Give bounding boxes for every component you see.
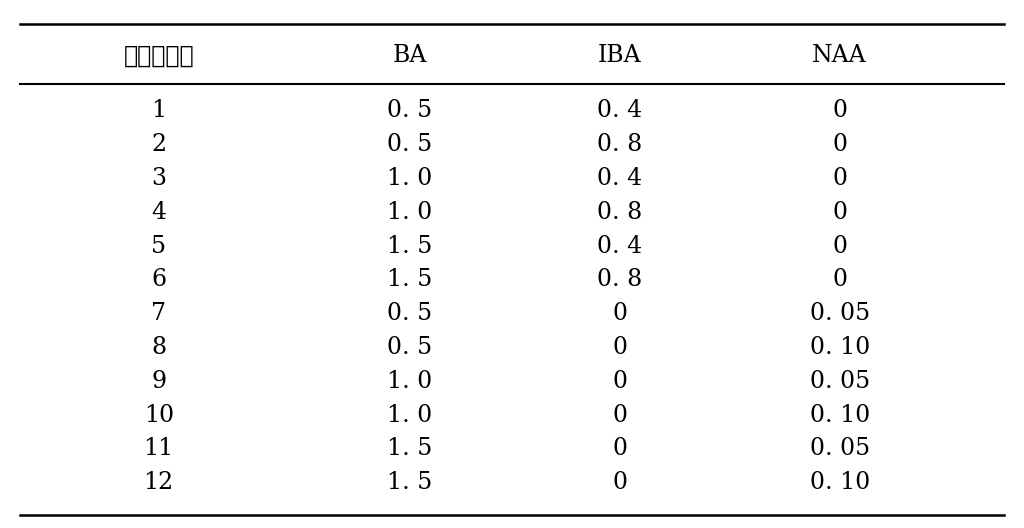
Text: 4: 4 [152, 201, 166, 224]
Text: 8: 8 [152, 336, 166, 359]
Text: 7: 7 [152, 302, 166, 325]
Text: 0: 0 [612, 336, 627, 359]
Text: 2: 2 [152, 133, 166, 156]
Text: 5: 5 [152, 234, 166, 258]
Text: 0: 0 [612, 302, 627, 325]
Text: 1: 1 [152, 99, 166, 122]
Text: 0. 8: 0. 8 [597, 201, 642, 224]
Text: 0. 5: 0. 5 [387, 99, 432, 122]
Text: 0. 4: 0. 4 [597, 99, 642, 122]
Text: 培养基编号: 培养基编号 [124, 43, 194, 68]
Text: 11: 11 [143, 437, 174, 460]
Text: 10: 10 [143, 403, 174, 427]
Text: 0. 8: 0. 8 [597, 268, 642, 291]
Text: 0: 0 [833, 133, 847, 156]
Text: 0: 0 [612, 370, 627, 393]
Text: 0. 10: 0. 10 [810, 336, 869, 359]
Text: 0: 0 [612, 471, 627, 494]
Text: 1. 0: 1. 0 [387, 403, 432, 427]
Text: 0. 5: 0. 5 [387, 133, 432, 156]
Text: 0. 10: 0. 10 [810, 471, 869, 494]
Text: 1. 5: 1. 5 [387, 437, 432, 460]
Text: 0. 8: 0. 8 [597, 133, 642, 156]
Text: 0. 5: 0. 5 [387, 302, 432, 325]
Text: 0. 05: 0. 05 [810, 302, 869, 325]
Text: 1. 0: 1. 0 [387, 167, 432, 190]
Text: 0: 0 [833, 167, 847, 190]
Text: 0: 0 [833, 268, 847, 291]
Text: 0. 10: 0. 10 [810, 403, 869, 427]
Text: 0. 05: 0. 05 [810, 437, 869, 460]
Text: 0. 4: 0. 4 [597, 234, 642, 258]
Text: 1. 5: 1. 5 [387, 234, 432, 258]
Text: NAA: NAA [812, 44, 867, 67]
Text: 12: 12 [143, 471, 174, 494]
Text: 1. 5: 1. 5 [387, 268, 432, 291]
Text: 0: 0 [612, 437, 627, 460]
Text: 0: 0 [833, 201, 847, 224]
Text: IBA: IBA [598, 44, 641, 67]
Text: 0. 4: 0. 4 [597, 167, 642, 190]
Text: 0. 05: 0. 05 [810, 370, 869, 393]
Text: 0: 0 [833, 99, 847, 122]
Text: 0: 0 [612, 403, 627, 427]
Text: 0. 5: 0. 5 [387, 336, 432, 359]
Text: 0: 0 [833, 234, 847, 258]
Text: 3: 3 [152, 167, 166, 190]
Text: 1. 0: 1. 0 [387, 370, 432, 393]
Text: 1. 0: 1. 0 [387, 201, 432, 224]
Text: 9: 9 [152, 370, 166, 393]
Text: BA: BA [392, 44, 427, 67]
Text: 1. 5: 1. 5 [387, 471, 432, 494]
Text: 6: 6 [152, 268, 166, 291]
